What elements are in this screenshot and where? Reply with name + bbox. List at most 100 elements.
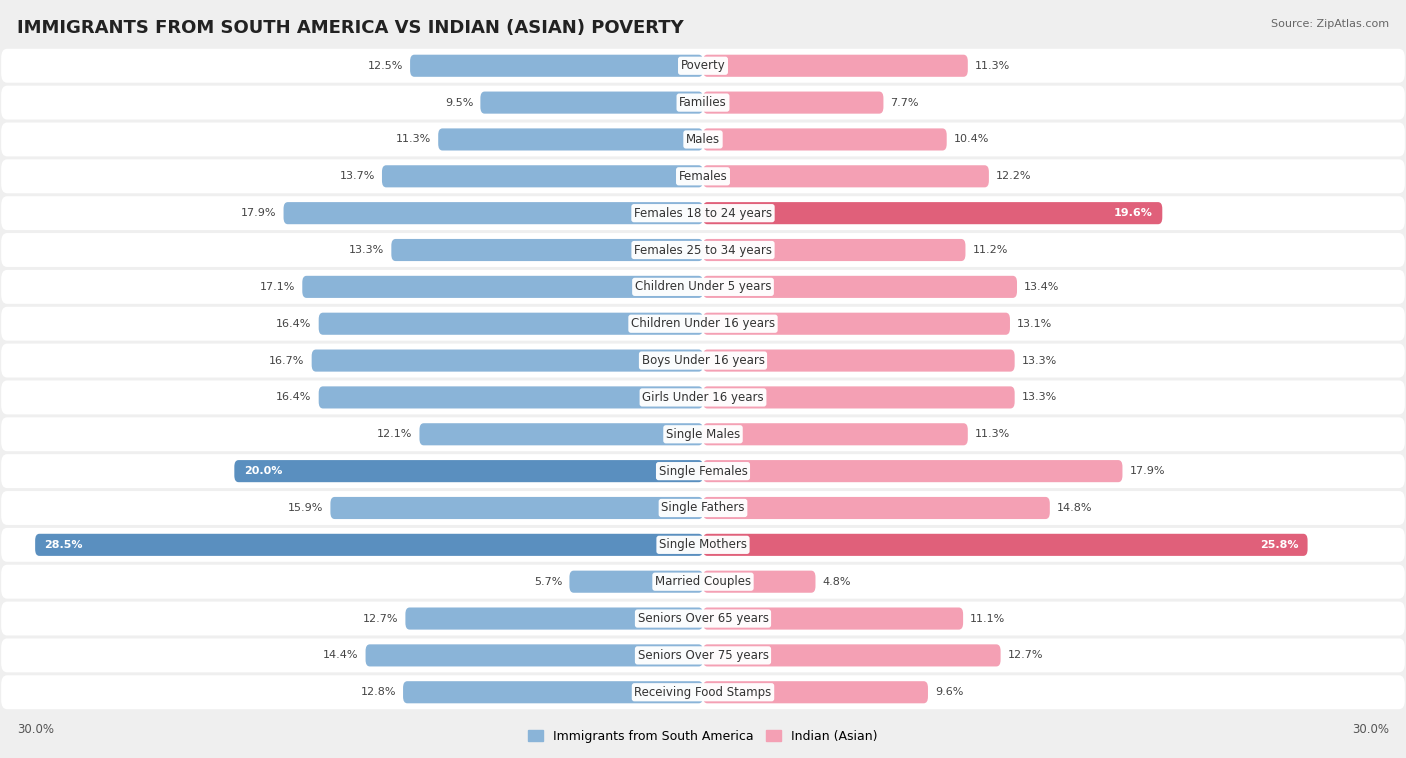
FancyBboxPatch shape	[366, 644, 703, 666]
FancyBboxPatch shape	[703, 644, 1001, 666]
Text: 5.7%: 5.7%	[534, 577, 562, 587]
Text: 12.5%: 12.5%	[368, 61, 404, 70]
FancyBboxPatch shape	[319, 312, 703, 335]
Text: 7.7%: 7.7%	[890, 98, 920, 108]
Text: Seniors Over 75 years: Seniors Over 75 years	[637, 649, 769, 662]
Text: 28.5%: 28.5%	[45, 540, 83, 550]
FancyBboxPatch shape	[703, 349, 1015, 371]
Text: IMMIGRANTS FROM SOUTH AMERICA VS INDIAN (ASIAN) POVERTY: IMMIGRANTS FROM SOUTH AMERICA VS INDIAN …	[17, 19, 683, 37]
FancyBboxPatch shape	[703, 387, 1015, 409]
FancyBboxPatch shape	[1, 454, 1405, 488]
Text: 16.7%: 16.7%	[270, 356, 305, 365]
Text: 12.7%: 12.7%	[363, 613, 398, 624]
Text: 20.0%: 20.0%	[243, 466, 283, 476]
Text: 11.3%: 11.3%	[974, 429, 1010, 440]
Text: 30.0%: 30.0%	[1353, 722, 1389, 736]
FancyBboxPatch shape	[703, 55, 967, 77]
Text: Source: ZipAtlas.com: Source: ZipAtlas.com	[1271, 19, 1389, 29]
FancyBboxPatch shape	[703, 239, 966, 261]
Text: 17.1%: 17.1%	[260, 282, 295, 292]
Text: Females 18 to 24 years: Females 18 to 24 years	[634, 207, 772, 220]
FancyBboxPatch shape	[1, 307, 1405, 340]
Text: Married Couples: Married Couples	[655, 575, 751, 588]
FancyBboxPatch shape	[411, 55, 703, 77]
FancyBboxPatch shape	[1, 418, 1405, 451]
FancyBboxPatch shape	[235, 460, 703, 482]
FancyBboxPatch shape	[703, 92, 883, 114]
Text: Girls Under 16 years: Girls Under 16 years	[643, 391, 763, 404]
Text: 11.3%: 11.3%	[396, 134, 432, 145]
Text: Single Mothers: Single Mothers	[659, 538, 747, 551]
FancyBboxPatch shape	[703, 423, 967, 446]
Text: 4.8%: 4.8%	[823, 577, 851, 587]
FancyBboxPatch shape	[703, 312, 1010, 335]
FancyBboxPatch shape	[703, 607, 963, 630]
FancyBboxPatch shape	[404, 681, 703, 703]
Legend: Immigrants from South America, Indian (Asian): Immigrants from South America, Indian (A…	[523, 725, 883, 748]
Text: 13.1%: 13.1%	[1017, 318, 1052, 329]
FancyBboxPatch shape	[1, 196, 1405, 230]
Text: 25.8%: 25.8%	[1260, 540, 1298, 550]
FancyBboxPatch shape	[481, 92, 703, 114]
Text: Single Males: Single Males	[666, 428, 740, 441]
Text: 9.5%: 9.5%	[444, 98, 474, 108]
FancyBboxPatch shape	[1, 528, 1405, 562]
Text: 14.8%: 14.8%	[1057, 503, 1092, 513]
FancyBboxPatch shape	[419, 423, 703, 446]
Text: 12.7%: 12.7%	[1008, 650, 1043, 660]
Text: 10.4%: 10.4%	[953, 134, 988, 145]
FancyBboxPatch shape	[405, 607, 703, 630]
FancyBboxPatch shape	[312, 349, 703, 371]
Text: 16.4%: 16.4%	[277, 318, 312, 329]
FancyBboxPatch shape	[703, 202, 1163, 224]
FancyBboxPatch shape	[382, 165, 703, 187]
Text: 17.9%: 17.9%	[240, 208, 277, 218]
Text: Females 25 to 34 years: Females 25 to 34 years	[634, 243, 772, 256]
FancyBboxPatch shape	[703, 165, 988, 187]
FancyBboxPatch shape	[1, 86, 1405, 120]
FancyBboxPatch shape	[703, 534, 1308, 556]
Text: Poverty: Poverty	[681, 59, 725, 72]
Text: 16.4%: 16.4%	[277, 393, 312, 402]
FancyBboxPatch shape	[703, 276, 1017, 298]
Text: 12.1%: 12.1%	[377, 429, 412, 440]
FancyBboxPatch shape	[703, 681, 928, 703]
FancyBboxPatch shape	[391, 239, 703, 261]
FancyBboxPatch shape	[330, 497, 703, 519]
Text: 13.4%: 13.4%	[1024, 282, 1059, 292]
Text: 17.9%: 17.9%	[1129, 466, 1166, 476]
Text: 30.0%: 30.0%	[17, 722, 53, 736]
FancyBboxPatch shape	[1, 343, 1405, 377]
Text: Seniors Over 65 years: Seniors Over 65 years	[637, 612, 769, 625]
Text: 15.9%: 15.9%	[288, 503, 323, 513]
FancyBboxPatch shape	[703, 128, 946, 151]
Text: 14.4%: 14.4%	[323, 650, 359, 660]
Text: 11.2%: 11.2%	[973, 245, 1008, 255]
FancyBboxPatch shape	[703, 497, 1050, 519]
FancyBboxPatch shape	[1, 638, 1405, 672]
Text: Single Fathers: Single Fathers	[661, 502, 745, 515]
Text: 12.8%: 12.8%	[360, 688, 396, 697]
FancyBboxPatch shape	[1, 123, 1405, 156]
Text: Females: Females	[679, 170, 727, 183]
Text: 13.3%: 13.3%	[1022, 393, 1057, 402]
FancyBboxPatch shape	[284, 202, 703, 224]
FancyBboxPatch shape	[302, 276, 703, 298]
FancyBboxPatch shape	[703, 460, 1122, 482]
Text: 13.3%: 13.3%	[1022, 356, 1057, 365]
FancyBboxPatch shape	[1, 233, 1405, 267]
Text: 11.3%: 11.3%	[974, 61, 1010, 70]
FancyBboxPatch shape	[703, 571, 815, 593]
Text: Boys Under 16 years: Boys Under 16 years	[641, 354, 765, 367]
Text: 13.3%: 13.3%	[349, 245, 384, 255]
FancyBboxPatch shape	[1, 49, 1405, 83]
Text: Receiving Food Stamps: Receiving Food Stamps	[634, 686, 772, 699]
Text: Males: Males	[686, 133, 720, 146]
FancyBboxPatch shape	[1, 270, 1405, 304]
Text: Children Under 16 years: Children Under 16 years	[631, 317, 775, 330]
Text: 11.1%: 11.1%	[970, 613, 1005, 624]
FancyBboxPatch shape	[35, 534, 703, 556]
FancyBboxPatch shape	[1, 159, 1405, 193]
Text: Children Under 5 years: Children Under 5 years	[634, 280, 772, 293]
FancyBboxPatch shape	[1, 602, 1405, 635]
